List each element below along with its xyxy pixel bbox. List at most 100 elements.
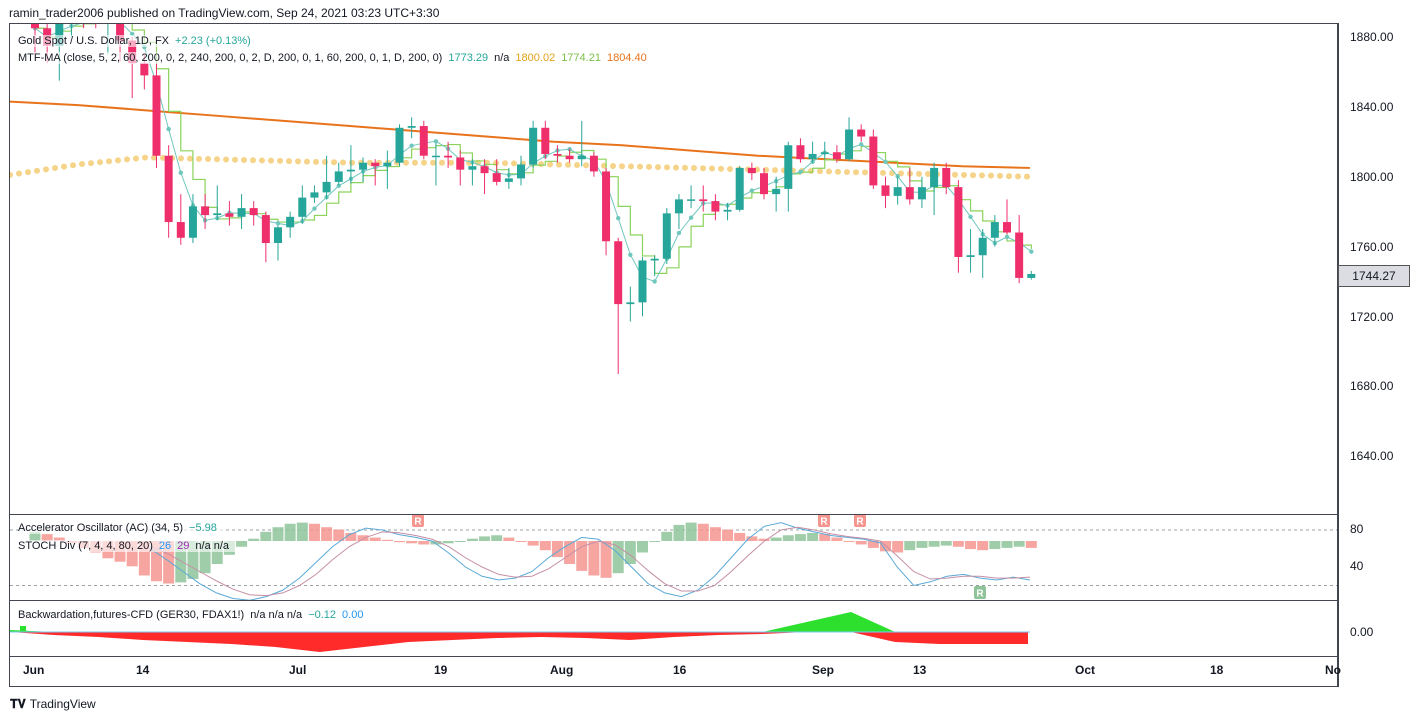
mtf-ma-dot: [691, 165, 697, 172]
x-tick-label: Jun: [23, 663, 45, 677]
bull-divergence-marker-bg: [974, 586, 986, 599]
pane-divider-1[interactable]: [9, 514, 1338, 515]
ac-bar: [734, 532, 746, 541]
ac-bar: [211, 541, 223, 564]
mtf-ma-dot: [268, 157, 274, 164]
candle-body: [577, 155, 586, 160]
mtf-ma-label[interactable]: MTF-MA (close, 5, 2, 60, 200, 0, 2, 240,…: [18, 52, 443, 64]
ac-bar: [588, 541, 600, 576]
candle-body: [1015, 232, 1024, 278]
mtf-ma-dot: [610, 162, 616, 169]
candle-body: [480, 166, 489, 174]
candle-body: [845, 129, 854, 160]
candle-body: [990, 222, 999, 238]
mtf-ma-dot: [583, 162, 589, 169]
y-tick-label: 1640.00: [1350, 449, 1394, 463]
ac-bar: [661, 531, 673, 541]
mtf-ma-dot: [682, 164, 688, 171]
price-pane[interactable]: [7, 2, 1036, 374]
symbol-name[interactable]: Gold Spot / U.S. Dollar, 1D, FX: [18, 35, 170, 47]
ac-bar: [770, 537, 782, 541]
ac-bar: [479, 536, 491, 541]
candle-body: [954, 187, 963, 257]
candle-body: [1003, 222, 1011, 233]
stoch-legend[interactable]: STOCH Div (7, 4, 4, 80, 20) 26 29 n/a n/a: [18, 540, 236, 552]
mtf-ma-dot: [1015, 173, 1021, 180]
candle-body: [723, 209, 732, 212]
stoch-na: n/a n/a: [195, 540, 230, 552]
mtf-ma-orange-line: [10, 100, 1031, 169]
ac-bar: [831, 537, 843, 541]
ac-bar: [564, 541, 576, 564]
mtf-ma-dot: [313, 158, 319, 165]
ac-bar: [454, 541, 466, 542]
ac-bar: [515, 541, 527, 542]
candle-body: [857, 129, 866, 137]
ac-bar: [867, 541, 879, 548]
ac-bar: [199, 541, 211, 574]
osc-tick-label: 80: [1350, 522, 1364, 536]
y-tick-label: 1880.00: [1350, 30, 1394, 44]
ac-bar: [394, 541, 405, 543]
mtf-ma-dot: [259, 157, 265, 164]
mtf-ma-dot: [115, 157, 121, 164]
candle-body: [614, 241, 623, 305]
symbol-legend[interactable]: Gold Spot / U.S. Dollar, 1D, FX +2.23 (+0…: [18, 35, 257, 47]
candle-body: [820, 152, 829, 154]
mtf-ma-dot: [826, 168, 832, 175]
mtf-ma-legend[interactable]: MTF-MA (close, 5, 2, 60, 200, 0, 2, 240,…: [18, 52, 653, 64]
candle-body: [359, 162, 368, 170]
candle-body: [176, 222, 185, 238]
candle-body: [893, 187, 902, 196]
backwardation-label[interactable]: Backwardation,futures-CFD (GER30, FDAX1!…: [18, 609, 245, 621]
mtf-ma-dot: [133, 155, 139, 162]
ac-legend[interactable]: Accelerator Oscillator (AC) (34, 5) −5.98: [18, 522, 223, 534]
ac-bar: [163, 541, 175, 584]
candle-body: [832, 152, 841, 160]
ac-bar: [260, 531, 272, 541]
mtf-ma-dot: [565, 161, 571, 168]
candle-body: [662, 213, 671, 259]
ac-bar: [952, 541, 964, 547]
x-tick-label: Aug: [550, 663, 574, 677]
candle-body: [67, 11, 75, 20]
ac-bar: [53, 537, 65, 541]
candle-body: [92, 14, 100, 23]
candle-body: [407, 126, 416, 128]
ac-bar: [418, 541, 430, 545]
candle-body: [310, 192, 319, 198]
mtf-ma-dot: [664, 164, 670, 171]
candle-body: [905, 187, 914, 200]
ac-bar: [880, 541, 891, 552]
mtf-ma-dot: [160, 154, 166, 161]
candle-body: [626, 302, 635, 305]
ac-bar: [357, 535, 369, 541]
pane-divider-2[interactable]: [9, 600, 1338, 601]
mtf-ma-dot: [124, 156, 130, 163]
ac-bar: [1001, 541, 1013, 548]
ac-bar: [782, 535, 794, 541]
tradingview-brand[interactable]: 𝐓𝐕 TradingView: [10, 697, 96, 712]
mtf-ma-dot: [718, 165, 724, 172]
ac-bar: [284, 523, 296, 541]
mtf-ma-dot: [511, 160, 517, 167]
candle-body: [128, 40, 137, 64]
ac-bar: [807, 532, 819, 541]
mtf-ma-dot: [835, 168, 841, 175]
mtf-ma-dot: [151, 154, 157, 161]
bear-divergence-marker-bg: [818, 514, 830, 527]
mtf-ma-teal-dot: [94, 15, 98, 19]
candle-body: [444, 155, 453, 158]
ac-label[interactable]: Accelerator Oscillator (AC) (34, 5): [18, 522, 184, 534]
y-tick-label: 1760.00: [1350, 240, 1394, 254]
brand-label: TradingView: [29, 697, 96, 711]
candle-body: [553, 153, 562, 156]
ac-bar: [1013, 541, 1025, 547]
stoch-label[interactable]: STOCH Div (7, 4, 4, 80, 20): [18, 540, 153, 552]
mtf-ma-dot: [412, 159, 418, 166]
backwardation-legend[interactable]: Backwardation,futures-CFD (GER30, FDAX1!…: [18, 609, 370, 621]
ac-bar: [430, 541, 442, 545]
ac-bar: [649, 541, 661, 542]
bear-divergence-marker-bg: [412, 514, 424, 527]
